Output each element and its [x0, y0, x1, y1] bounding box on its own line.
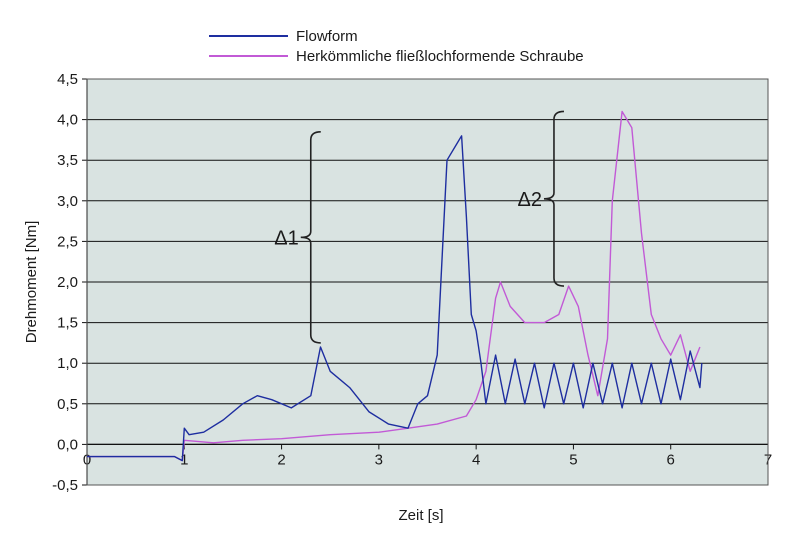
y-tick-label: 1,5	[57, 315, 78, 332]
y-tick-label: 3,0	[57, 193, 78, 210]
y-tick-label: 2,5	[57, 233, 78, 250]
legend-label-0: Flowform	[296, 28, 358, 45]
y-tick-label: 4,0	[57, 112, 78, 129]
x-tick-label: 6	[667, 451, 675, 468]
x-tick-label: 4	[472, 451, 480, 468]
legend: Flowform Herkömmliche fließlochformende S…	[209, 28, 584, 65]
x-tick-label: 1	[180, 451, 188, 468]
x-tick-label: 2	[277, 451, 285, 468]
legend-label-1: Herkömmliche fließlochformende Schraube	[296, 48, 584, 65]
annotation-label-2: Δ2	[517, 189, 541, 211]
data-series	[87, 110, 703, 462]
series-line-1	[87, 110, 701, 462]
y-tick-label: 4,5	[57, 71, 78, 88]
y-tick-label: 0,5	[57, 396, 78, 413]
annotation-label-1: Δ1	[274, 227, 298, 249]
y-axis-title: Drehmoment [Nm]	[23, 221, 40, 344]
x-axis-title: Zeit [s]	[398, 507, 443, 524]
y-tick-label: 0,0	[57, 436, 78, 453]
axis-ticks: -0,50,00,51,01,52,02,53,03,54,04,5012345…	[52, 71, 772, 494]
x-tick-label: 3	[375, 451, 383, 468]
x-tick-label: 5	[569, 451, 577, 468]
y-tick-label: 1,0	[57, 355, 78, 372]
plot-border	[86, 78, 769, 486]
y-tick-label: 3,5	[57, 152, 78, 169]
y-tick-label: 2,0	[57, 274, 78, 291]
series-line-0	[87, 135, 703, 462]
y-tick-label: -0,5	[52, 477, 78, 494]
